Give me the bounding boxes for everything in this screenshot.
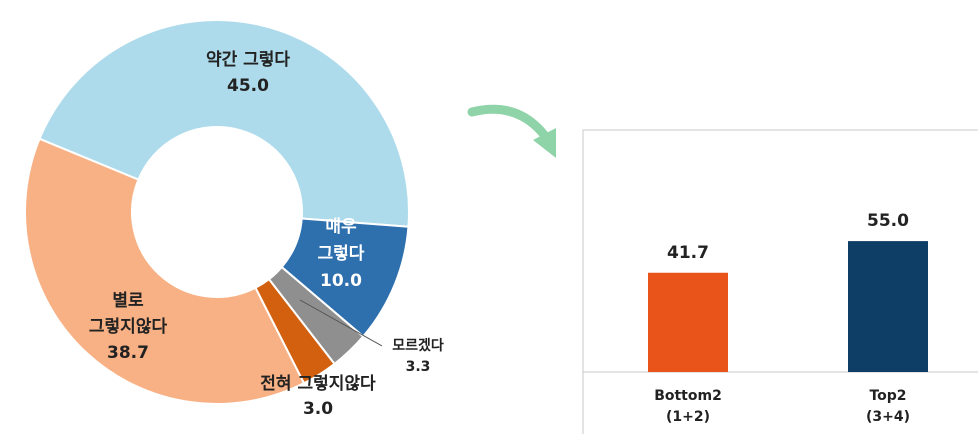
segment-value: 45.0 (227, 76, 269, 96)
text-line: Top2 (869, 388, 906, 404)
text-line: (1+2) (666, 409, 710, 425)
text-line: Bottom2 (654, 388, 722, 404)
bar (648, 272, 728, 372)
text-line: 매우 (325, 217, 357, 237)
bar (848, 241, 928, 372)
segment-value: 3.0 (303, 399, 333, 419)
x-tick-label: Top2 (3+4) (866, 388, 910, 425)
segment-value: 3.3 (406, 359, 431, 375)
arrow (467, 104, 553, 145)
arrow-head (533, 128, 556, 158)
segment-label: 약간 그렇다 (206, 49, 290, 70)
x-tick-label: Bottom2 (1+2) (654, 388, 722, 425)
leader-line (299, 299, 383, 347)
text-line: 별로 (112, 291, 144, 311)
segment-value: 38.7 (107, 343, 149, 363)
bar-value: 55.0 (867, 211, 909, 231)
text-line: 그렇다 (318, 244, 365, 264)
segment-label: 모르겠다 (392, 337, 444, 354)
text-line: (3+4) (866, 409, 910, 425)
text-line: 그렇지않다 (89, 317, 168, 337)
segment-value: 10.0 (320, 271, 362, 291)
donut-segment (38, 19, 410, 228)
segment-label: 전혀 그렇지않다 (260, 374, 376, 394)
donut-segment (24, 137, 306, 405)
bar-value: 41.7 (667, 243, 709, 263)
